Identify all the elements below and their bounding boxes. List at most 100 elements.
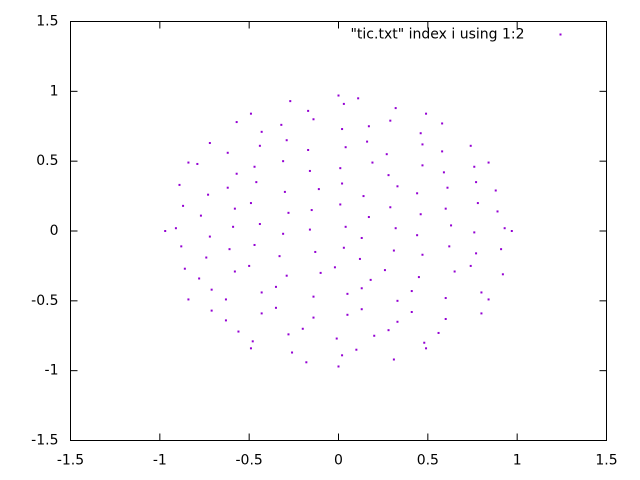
scatter-point [199, 214, 202, 217]
scatter-point [307, 148, 310, 151]
scatter-point [503, 227, 506, 230]
scatter-point [274, 285, 277, 288]
scatter-point [446, 186, 449, 189]
scatter-point [344, 225, 347, 228]
scatter-point [260, 312, 263, 315]
scatter-point [417, 276, 420, 279]
scatter-point [308, 169, 311, 172]
scatter-point [358, 257, 361, 260]
scatter-point [232, 225, 235, 228]
scatter-point [389, 206, 392, 209]
scatter-point [233, 270, 236, 273]
scatter-point [396, 185, 399, 188]
x-tick-label: -0.5 [236, 453, 263, 469]
scatter-point [337, 365, 340, 368]
scatter-point [346, 292, 349, 295]
scatter-point [251, 340, 254, 343]
x-tick-label: -1.5 [57, 453, 84, 469]
scatter-point [469, 144, 472, 147]
scatter-point [182, 204, 185, 207]
scatter-point [425, 347, 428, 350]
scatter-point [260, 130, 263, 133]
scatter-point [371, 161, 374, 164]
y-tick-label: -1.5 [31, 433, 58, 449]
scatter-point [208, 142, 211, 145]
scatter-point [366, 140, 369, 143]
scatter-point [319, 271, 322, 274]
scatter-point [421, 143, 424, 146]
scatter-point [280, 123, 283, 126]
scatter-point [226, 151, 229, 154]
scatter-point [410, 311, 413, 314]
scatter-point [248, 264, 251, 267]
scatter-point [444, 207, 447, 210]
scatter-point [249, 202, 252, 205]
scatter-point [419, 213, 422, 216]
scatter-point [198, 277, 201, 280]
scatter-point [187, 298, 190, 301]
y-tick-label: 1 [50, 83, 59, 99]
scatter-point [475, 181, 478, 184]
x-tick-label: 1 [513, 453, 522, 469]
scatter-point [342, 102, 345, 105]
scatter-point [500, 248, 503, 251]
scatter-point [416, 192, 419, 195]
scatter-point [289, 100, 292, 103]
scatter-point [423, 341, 426, 344]
scatter-point [437, 331, 440, 334]
scatter-point [355, 348, 358, 351]
scatter-point [317, 188, 320, 191]
scatter-point [237, 330, 240, 333]
scatter-point [282, 160, 285, 163]
scatter-point [312, 295, 315, 298]
scatter-point [233, 207, 236, 210]
scatter-point [487, 161, 490, 164]
scatter-point [416, 234, 419, 237]
scatter-point [444, 297, 447, 300]
scatter-point [476, 202, 479, 205]
x-tick-label: 0.5 [417, 453, 439, 469]
scatter-point [425, 112, 428, 115]
scatter-point [224, 298, 227, 301]
y-tick-label: -1 [45, 363, 59, 379]
scatter-point [448, 245, 451, 248]
scatter-point [385, 153, 388, 156]
scatter-point [341, 354, 344, 357]
scatter-point [421, 164, 424, 167]
scatter-point [207, 193, 210, 196]
scatter-point [287, 333, 290, 336]
scatter-point [387, 329, 390, 332]
scatter-point [287, 211, 290, 214]
scatter-point [174, 227, 177, 230]
scatter-point [258, 144, 261, 147]
scatter-point [301, 327, 304, 330]
scatter-point [255, 181, 258, 184]
scatter-point [487, 298, 490, 301]
scatter-point [360, 287, 363, 290]
scatter-point [421, 253, 424, 256]
scatter-point [369, 278, 372, 281]
scatter-point [253, 165, 256, 168]
scatter-point [305, 361, 308, 364]
scatter-point [494, 189, 497, 192]
scatter-point [444, 317, 447, 320]
scatter-point [278, 255, 281, 258]
scatter-point [253, 243, 256, 246]
scatter-point [337, 94, 340, 97]
scatter-point [367, 125, 370, 128]
scatter-point [282, 232, 285, 235]
scatter-point [205, 256, 208, 259]
scatter-point [196, 162, 199, 165]
scatter-point [210, 309, 213, 312]
scatter-point [496, 210, 499, 213]
scatter-point [187, 161, 190, 164]
scatter-point [312, 118, 315, 121]
scatter-point [285, 274, 288, 277]
scatter-point [210, 288, 213, 291]
scatter-point [339, 167, 342, 170]
scatter-point [249, 347, 252, 350]
scatter-point [235, 121, 238, 124]
scatter-point [341, 128, 344, 131]
scatter-point [419, 132, 422, 135]
